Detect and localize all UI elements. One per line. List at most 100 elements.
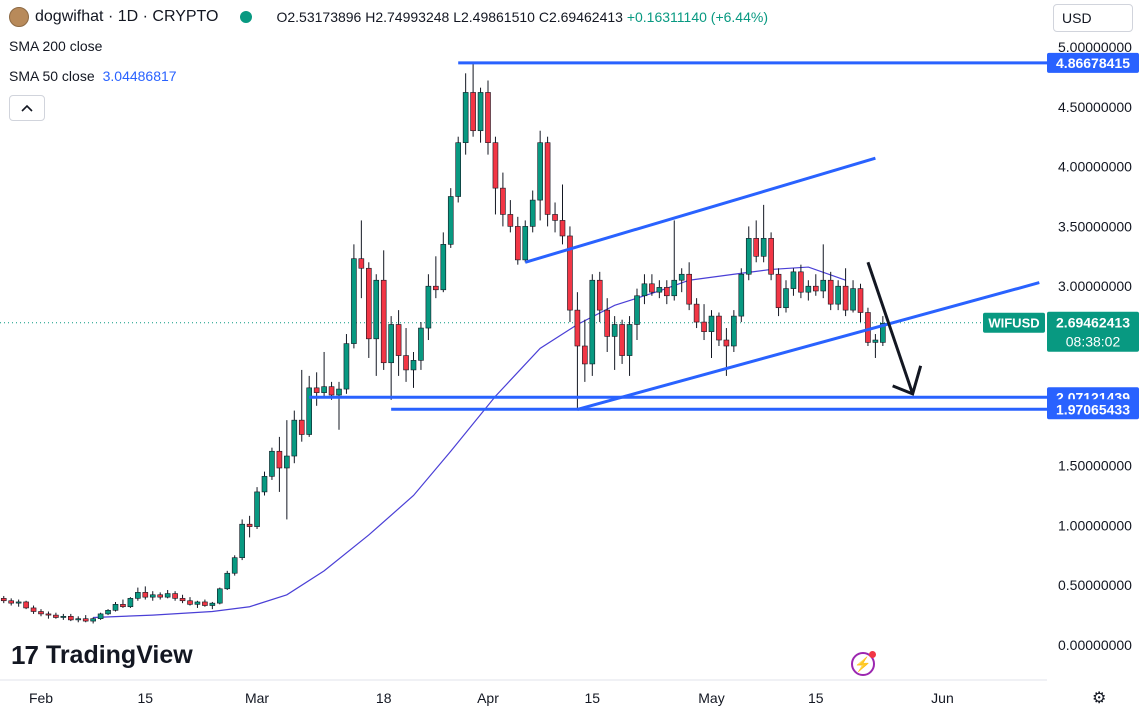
candle-body — [634, 295, 640, 325]
candle-body — [298, 419, 305, 435]
candle — [291, 410, 298, 464]
candle — [373, 274, 380, 376]
candle-body — [775, 273, 782, 309]
candle-body — [425, 285, 432, 329]
price-level-badge: 4.86678415 — [1047, 52, 1139, 73]
current-price-badge: WIFUSD 2.69462413 08:38:02 — [983, 311, 1139, 352]
candle — [120, 599, 126, 608]
candle-body — [0, 598, 7, 602]
candle-body — [365, 267, 372, 340]
time-tick-label: 18 — [376, 690, 392, 706]
candle-body — [135, 592, 141, 599]
candle-body — [641, 283, 648, 297]
price-level-badge-bg — [1047, 52, 1139, 73]
candle-body — [507, 214, 514, 227]
sma200-label: SMA 200 close — [9, 38, 103, 54]
settings-gear-icon[interactable]: ⚙ — [1092, 690, 1107, 707]
candle-body — [276, 450, 283, 469]
candle — [217, 587, 223, 605]
candle — [656, 280, 663, 299]
candle-body — [745, 238, 752, 275]
candle-body — [835, 285, 841, 305]
candle-body — [187, 600, 193, 605]
candle — [574, 292, 581, 410]
candle-body — [120, 604, 126, 608]
candle-body — [872, 339, 879, 343]
candle — [23, 600, 29, 610]
price-tick-label: 1.50000000 — [1058, 458, 1132, 474]
candle-body — [410, 360, 417, 371]
drawings-layer — [309, 61, 1047, 411]
time-tick-label: 15 — [585, 690, 601, 706]
candle — [224, 570, 231, 590]
candle-body — [90, 618, 96, 622]
candle-body — [537, 142, 543, 201]
candle — [783, 280, 789, 313]
candle — [611, 316, 618, 370]
candle — [276, 436, 283, 492]
candle — [246, 515, 253, 538]
candle-body — [626, 324, 633, 356]
indicator-sma200[interactable]: SMA 200 close — [9, 38, 102, 54]
candle — [827, 271, 834, 311]
candle — [403, 328, 409, 382]
candle-body — [611, 324, 618, 337]
candle — [269, 447, 275, 480]
candle — [82, 615, 89, 623]
candle — [380, 250, 387, 370]
candle — [149, 591, 156, 601]
candle — [127, 597, 134, 608]
candle-body — [731, 315, 737, 347]
candle-body — [693, 303, 700, 323]
candle-body — [440, 244, 447, 291]
candle-body — [596, 279, 603, 311]
time-tick-label: Mar — [245, 690, 269, 706]
candle-body — [768, 238, 774, 275]
symbol-logo — [9, 7, 29, 27]
candle-body — [798, 271, 804, 293]
candle-body — [380, 279, 387, 364]
candle — [812, 274, 819, 296]
candle — [649, 274, 655, 296]
tradingview-logo[interactable]: 17 TradingView — [11, 640, 193, 671]
candle — [872, 334, 879, 358]
candle — [798, 264, 804, 299]
currency-select[interactable]: USD — [1053, 4, 1133, 32]
candle-body — [343, 343, 350, 390]
candle — [514, 216, 521, 265]
candle-body — [395, 324, 402, 356]
indicator-sma50[interactable]: SMA 50 close 3.04486817 — [9, 68, 177, 84]
candle-body — [850, 288, 856, 311]
candle — [254, 487, 260, 529]
candle-body — [336, 388, 342, 396]
candle-body — [723, 339, 730, 347]
candle-body — [291, 419, 298, 457]
candle-body — [678, 273, 685, 281]
candle-body — [701, 321, 707, 332]
candle-body — [403, 355, 409, 371]
candle — [395, 310, 402, 376]
candle — [0, 595, 7, 604]
candle-body — [306, 387, 313, 435]
alerts-bolt-icon[interactable]: ⚡ — [851, 651, 876, 676]
candle-body — [127, 598, 134, 608]
candle-body — [738, 273, 745, 317]
time-tick-label: 15 — [808, 690, 824, 706]
collapse-legend-button[interactable] — [9, 95, 45, 121]
candle — [388, 316, 394, 400]
candle — [552, 202, 558, 233]
candle-body — [351, 258, 357, 344]
candle-body — [462, 92, 469, 143]
candle-body — [760, 238, 767, 257]
price-tick-label: 3.00000000 — [1058, 278, 1132, 294]
candle — [470, 62, 476, 137]
candle — [60, 613, 67, 620]
candle — [745, 226, 752, 281]
candle-body — [552, 214, 558, 221]
candle-body — [269, 450, 275, 477]
candle — [790, 268, 797, 296]
symbol-title[interactable]: dogwifhat · 1D · CRYPTO — [35, 8, 219, 25]
price-tick-label: 1.00000000 — [1058, 517, 1132, 533]
candle — [75, 616, 82, 623]
